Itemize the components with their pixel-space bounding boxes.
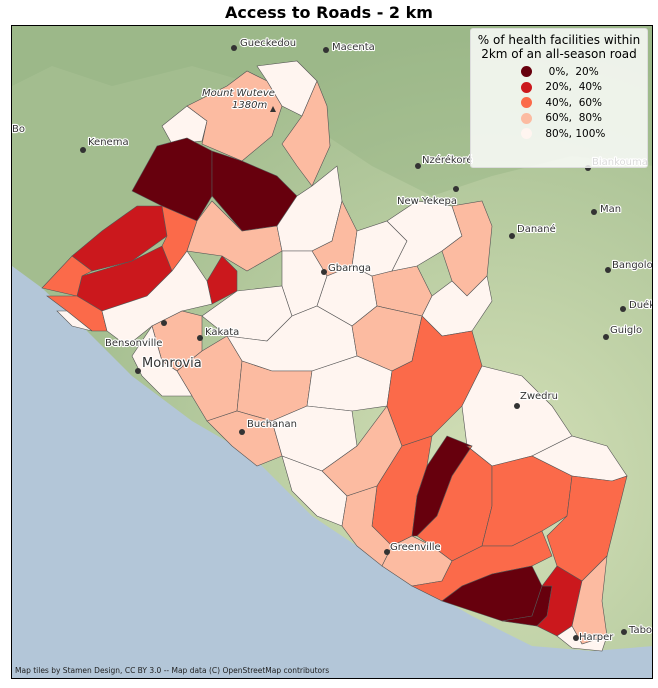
legend-swatch	[521, 97, 532, 109]
map-attribution: Map tiles by Stamen Design, CC BY 3.0 --…	[15, 666, 330, 675]
legend-swatch	[521, 128, 532, 140]
place-label: Greenville	[390, 542, 441, 553]
legend-swatch	[521, 81, 532, 93]
legend-label: 40%, 60%	[542, 96, 603, 109]
mountain-label: Mount Wuteve	[202, 88, 275, 99]
legend-item: 60%, 80%	[521, 111, 641, 127]
place-label: Buchanan	[247, 419, 297, 430]
district[interactable]	[101, 250, 213, 347]
place-label: Duék	[629, 299, 653, 311]
place-label: New Yekepa	[397, 196, 457, 207]
legend-label: 20%, 40%	[542, 81, 603, 94]
place-label: Kakata	[205, 327, 239, 338]
district[interactable]	[131, 325, 193, 397]
legend-swatch	[521, 112, 532, 124]
places-layer: Gueckedou Macenta Mount Wuteve 1380m Ken…	[12, 37, 653, 644]
legend-title: % of health facilities within 2km of an …	[477, 33, 641, 61]
legend-items: 0%, 20% 20%, 40% 40%, 60% 60%, 80% 80%, …	[477, 64, 641, 142]
place-label: Zwedru	[520, 391, 558, 402]
legend-label: 0%, 20%	[542, 65, 599, 78]
map-frame[interactable]: Gueckedou Macenta Mount Wuteve 1380m Ken…	[11, 25, 653, 679]
place-label: Monrovia	[142, 356, 202, 371]
place-label: Kenema	[88, 137, 129, 148]
district-layer[interactable]	[41, 60, 628, 652]
district[interactable]	[281, 80, 331, 187]
district[interactable]	[56, 310, 93, 332]
district[interactable]	[41, 255, 93, 297]
legend: % of health facilities within 2km of an …	[470, 28, 648, 168]
legend-swatch	[521, 66, 532, 78]
place-label: Bo	[12, 124, 25, 135]
place-label: Tabo	[628, 625, 652, 636]
district[interactable]	[341, 485, 393, 567]
district[interactable]	[556, 625, 608, 652]
legend-item: 0%, 20%	[521, 64, 641, 80]
place-label: Nzérékoré	[422, 154, 473, 166]
legend-label: 60%, 80%	[542, 112, 603, 125]
legend-item: 20%, 40%	[521, 80, 641, 96]
sea-area	[12, 266, 652, 678]
district[interactable]	[161, 105, 208, 145]
place-label: Macenta	[332, 42, 375, 53]
place-label: Bangolo	[612, 260, 653, 271]
place-label: Bensonville	[105, 338, 162, 349]
mountain-icon	[270, 106, 276, 112]
map-title: Access to Roads - 2 km	[225, 3, 433, 22]
district[interactable]	[186, 70, 283, 162]
place-label: Gbarnga	[328, 263, 371, 274]
place-label: Danané	[517, 223, 556, 235]
legend-label: 80%, 100%	[542, 127, 606, 140]
place-label: Gueckedou	[240, 38, 296, 49]
legend-item: 40%, 60%	[521, 95, 641, 111]
place-label: Harper	[579, 632, 614, 643]
legend-item: 80%, 100%	[521, 126, 641, 142]
place-label: Guiglo	[610, 325, 642, 336]
place-label: Man	[600, 204, 621, 215]
elevation-label: 1380m	[232, 100, 267, 111]
